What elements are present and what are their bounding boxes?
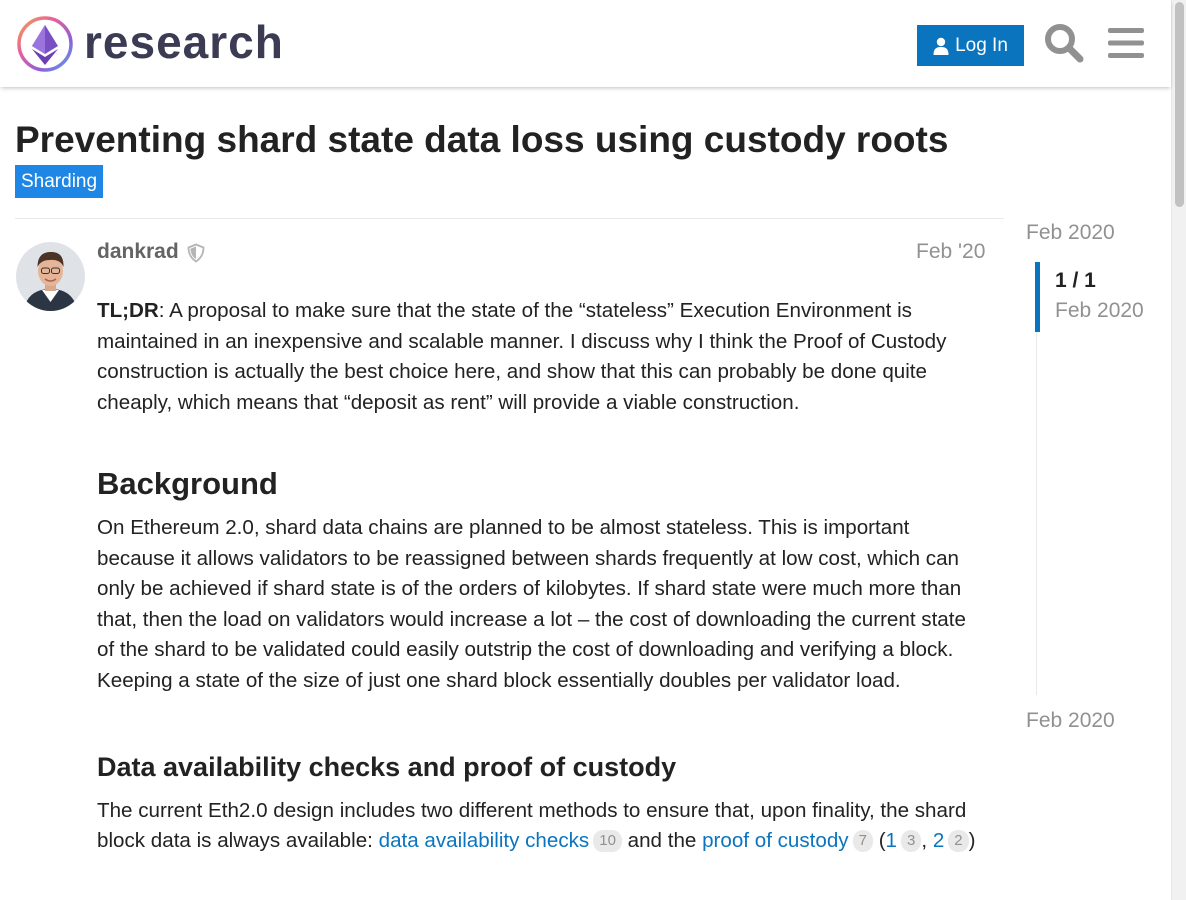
site-logo[interactable]: research <box>16 15 284 73</box>
page-scrollbar[interactable] <box>1171 0 1186 900</box>
site-header: research Log In <box>0 0 1171 87</box>
topic-title[interactable]: Preventing shard state data loss using c… <box>15 119 949 160</box>
link-click-count: 3 <box>901 830 922 853</box>
comma: , <box>921 829 933 853</box>
da-text-1: The current Eth2.0 design includes two d… <box>97 798 967 853</box>
tldr-text: : A proposal to make sure that the state… <box>97 299 947 414</box>
paren-close: ) <box>968 829 976 853</box>
link-click-count: 10 <box>593 830 622 853</box>
post-username[interactable]: dankrad <box>97 240 179 263</box>
timeline-end-date[interactable]: Feb 2020 <box>1026 709 1115 732</box>
paren-open: ( <box>878 829 886 853</box>
login-label: Log In <box>955 34 1008 56</box>
data-availability-paragraph: The current Eth2.0 design includes two d… <box>97 796 987 857</box>
link-2[interactable]: 2 <box>932 829 945 853</box>
timeline-position-date: Feb 2020 <box>1055 299 1144 322</box>
timeline-track[interactable] <box>1036 262 1037 695</box>
avatar[interactable] <box>16 242 85 311</box>
scrollbar-thumb[interactable] <box>1175 2 1184 207</box>
timeline-start-date[interactable]: Feb 2020 <box>1026 221 1115 244</box>
link-data-availability-checks[interactable]: data availability checks <box>378 829 590 853</box>
da-text-2: and the <box>621 829 703 853</box>
logo-icon <box>17 16 73 72</box>
avatar-image <box>16 242 85 311</box>
menu-button[interactable] <box>1105 22 1147 64</box>
shield-icon <box>187 243 205 263</box>
heading-data-availability: Data availability checks and proof of cu… <box>97 752 677 783</box>
timeline-handle[interactable] <box>1035 262 1040 332</box>
logo-text: research <box>84 16 284 68</box>
timeline-position: 1 / 1 <box>1055 269 1096 292</box>
divider <box>15 218 1004 219</box>
search-icon <box>1045 24 1084 63</box>
link-proof-of-custody[interactable]: proof of custody <box>702 829 849 853</box>
login-button[interactable]: Log In <box>917 25 1024 66</box>
tldr-paragraph: TL;DR: A proposal to make sure that the … <box>97 296 987 418</box>
post-date[interactable]: Feb '20 <box>916 240 986 263</box>
link-1[interactable]: 1 <box>885 829 898 853</box>
post-body: TL;DR: A proposal to make sure that the … <box>97 296 987 857</box>
link-click-count: 2 <box>948 830 969 853</box>
link-click-count: 7 <box>852 830 873 853</box>
category-badge[interactable]: Sharding <box>15 165 104 198</box>
hamburger-icon <box>1108 28 1144 58</box>
search-button[interactable] <box>1043 22 1085 64</box>
heading-background: Background <box>97 466 278 501</box>
background-paragraph: On Ethereum 2.0, shard data chains are p… <box>97 516 966 692</box>
tldr-label: TL;DR <box>97 299 159 322</box>
user-icon <box>933 37 949 55</box>
